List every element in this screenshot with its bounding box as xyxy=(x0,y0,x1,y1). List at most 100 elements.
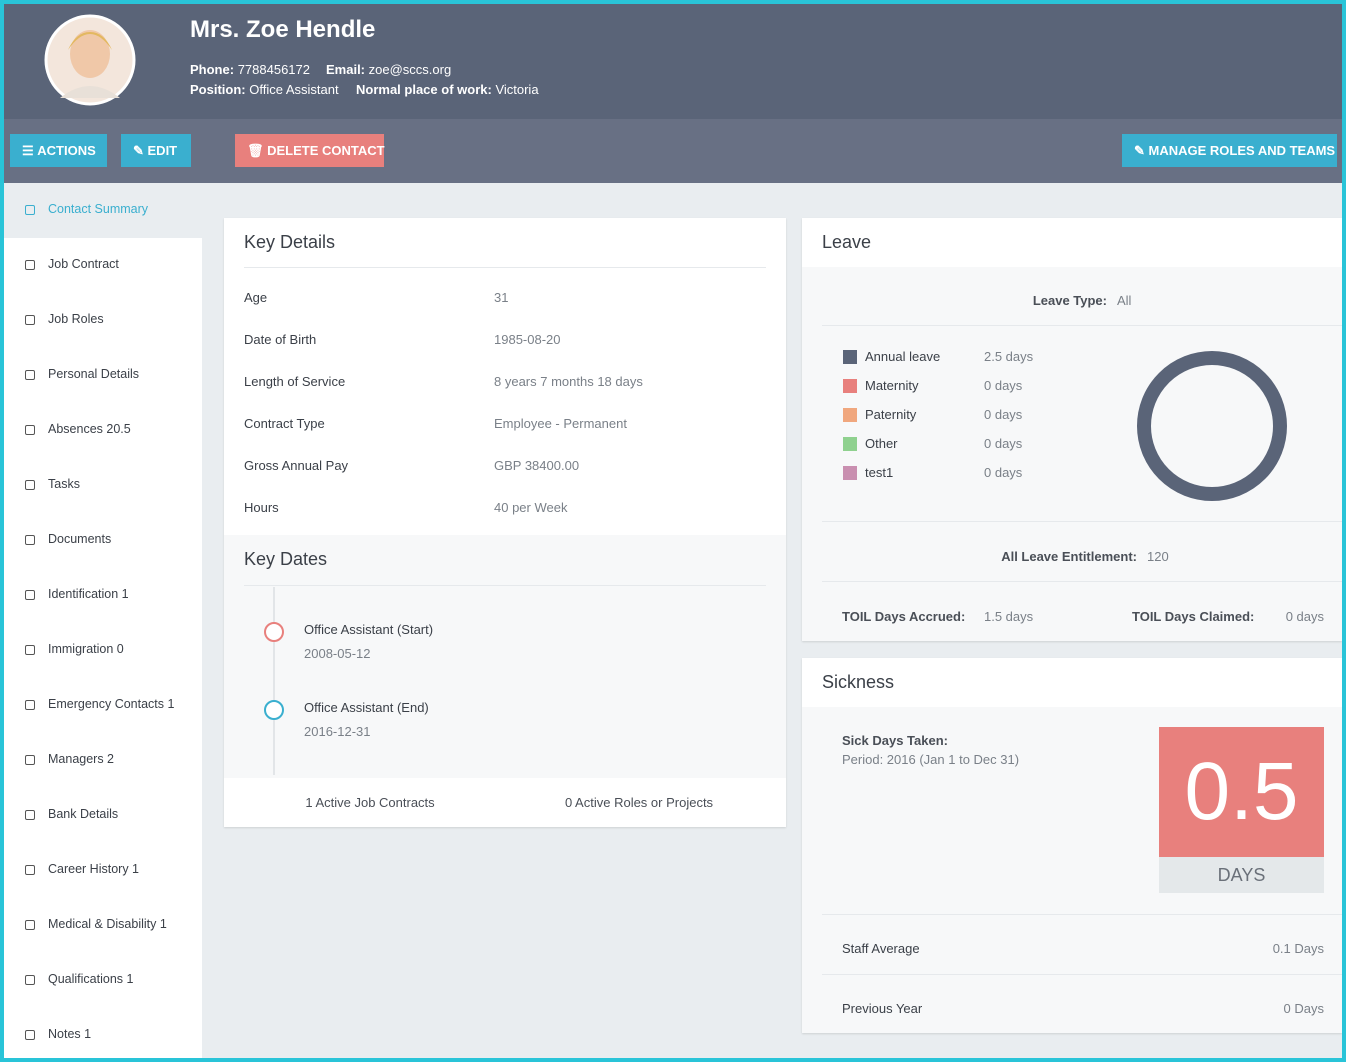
detail-value: 1985-08-20 xyxy=(494,332,561,347)
event-date: 2008-05-12 xyxy=(304,646,371,661)
sidebar-item[interactable]: Absences 20.5 xyxy=(4,403,202,458)
stat-value: 0.1 Days xyxy=(1272,941,1324,956)
sidebar-item[interactable]: Notes 1 xyxy=(4,1008,202,1058)
entitlement-value: 120 xyxy=(1147,549,1169,564)
detail-value: 31 xyxy=(494,290,509,305)
timeline-dot xyxy=(264,622,284,642)
sidebar-label: Personal Details xyxy=(48,367,140,381)
legend-value: 0 days xyxy=(984,407,1023,422)
sidebar-icon xyxy=(25,260,35,270)
sidebar-icon xyxy=(25,865,35,875)
sidebar-item[interactable]: Contact Summary xyxy=(4,183,202,238)
sidebar-icon xyxy=(25,1030,35,1040)
card-title: Key Dates xyxy=(244,549,328,569)
field-label: Normal place of work: xyxy=(356,82,492,97)
sidebar-label: Tasks xyxy=(48,477,80,491)
sidebar-item[interactable]: Tasks xyxy=(4,458,202,513)
sidebar-item[interactable]: Career History 1 xyxy=(4,843,202,898)
toolbar-button[interactable]: ✎ EDIT xyxy=(121,134,191,167)
entitlement-label: All Leave Entitlement: xyxy=(1001,549,1137,564)
sidebar-item[interactable]: Job Contract xyxy=(4,238,202,293)
toil-value: 0 days xyxy=(1285,609,1324,624)
legend-swatch xyxy=(843,379,857,393)
card-title: Leave xyxy=(822,232,872,252)
sidebar-item[interactable]: Emergency Contacts 1 xyxy=(4,678,202,733)
detail-label: Length of Service xyxy=(244,374,346,389)
legend-value: 0 days xyxy=(984,436,1023,451)
toolbar: ☰ ACTIONS ✎ EDIT 🗑 DELETE CONTACT ✎ MANAGE … xyxy=(4,119,1342,183)
toil-label: TOIL Days Accrued: xyxy=(842,609,966,624)
sidebar-icon xyxy=(25,480,35,490)
detail-label: Age xyxy=(244,290,268,305)
event-title: Office Assistant (Start) xyxy=(304,622,434,637)
detail-label: Gross Annual Pay xyxy=(244,458,349,473)
card-title: Sickness xyxy=(822,672,895,692)
sick-days-value: 0.5 xyxy=(1159,727,1324,857)
sidebar-icon xyxy=(25,700,35,710)
sidebar-icon xyxy=(25,535,35,545)
field-value: zoe@sccs.org xyxy=(368,62,452,77)
legend-swatch xyxy=(843,437,857,451)
field: Position: Office Assistant xyxy=(190,82,339,97)
legend-name: Paternity xyxy=(865,407,917,422)
footer-text: 0 Active Roles or Projects xyxy=(564,795,714,810)
sidebar-item[interactable]: Medical & Disability 1 xyxy=(4,898,202,953)
sidebar-label: Contact Summary xyxy=(48,202,149,216)
sick-period: Period: 2016 (Jan 1 to Dec 31) xyxy=(842,752,1020,767)
sickness-card: Sickness Sick Days Taken: Period: 2016 (… xyxy=(802,658,1342,1033)
sidebar-item[interactable]: Bank Details xyxy=(4,788,202,843)
sidebar-icon xyxy=(25,645,35,655)
sidebar-label: Qualifications 1 xyxy=(48,972,134,986)
sidebar-item[interactable]: Personal Details xyxy=(4,348,202,403)
key-details-card: Key Details Age 31 Date of Birth 1985-08-20… xyxy=(224,218,786,827)
sick-days-unit: DAYS xyxy=(1159,857,1324,893)
sidebar-icon xyxy=(25,425,35,435)
sidebar-label: Job Contract xyxy=(48,257,119,271)
detail-value: 8 years 7 months 18 days xyxy=(494,374,643,389)
divider xyxy=(822,974,1342,975)
toolbar-button[interactable]: ✎ MANAGE ROLES AND TEAMS xyxy=(1122,134,1337,167)
donut-segment xyxy=(1137,351,1287,501)
sidebar-item[interactable]: Documents xyxy=(4,513,202,568)
field-label: Phone: xyxy=(190,62,235,77)
button-label: EDIT xyxy=(147,143,178,158)
sidebar-icon xyxy=(25,205,35,215)
button-label: DELETE CONTACT xyxy=(267,143,385,158)
sidebar-item[interactable]: Immigration 0 xyxy=(4,623,202,678)
filter-value: All xyxy=(1117,293,1132,308)
divider xyxy=(822,914,1342,915)
sidebar-item[interactable]: Identification 1 xyxy=(4,568,202,623)
field-value: Office Assistant xyxy=(249,82,339,97)
key-dates-section: Key Dates Office Assistant (Start) 2008-0… xyxy=(224,535,786,778)
sidebar-item[interactable]: Job Roles xyxy=(4,293,202,348)
sidebar-item[interactable]: Managers 2 xyxy=(4,733,202,788)
toil-value: 1.5 days xyxy=(984,609,1034,624)
field: Normal place of work: Victoria xyxy=(356,82,539,97)
timeline-dot xyxy=(264,700,284,720)
sidebar-label: Identification 1 xyxy=(48,587,129,601)
card-title: Key Details xyxy=(244,232,336,252)
sidebar-icon xyxy=(25,810,35,820)
sick-days-label: Sick Days Taken: xyxy=(842,733,948,748)
sidebar-label: Medical & Disability 1 xyxy=(48,917,167,931)
avatar xyxy=(44,14,136,106)
stat-label: Previous Year xyxy=(842,1001,923,1016)
field-label: Email: xyxy=(326,62,366,77)
sidebar-icon xyxy=(25,370,35,380)
legend-name: test1 xyxy=(865,465,894,480)
field: Email: zoe@sccs.org xyxy=(326,62,451,77)
toolbar-button[interactable]: ☰ ACTIONS xyxy=(10,134,107,167)
toolbar-button[interactable]: 🗑 DELETE CONTACT xyxy=(235,134,385,167)
field: Phone: 7788456172 xyxy=(190,62,310,77)
timeline xyxy=(273,587,275,775)
detail-label: Date of Birth xyxy=(244,332,317,347)
legend-value: 0 days xyxy=(984,465,1023,480)
toil-label: TOIL Days Claimed: xyxy=(1132,609,1255,624)
legend-name: Annual leave xyxy=(865,349,941,364)
event-date: 2016-12-31 xyxy=(304,724,371,739)
field-value: 7788456172 xyxy=(237,62,310,77)
sidebar-item[interactable]: Qualifications 1 xyxy=(4,953,202,1008)
sidebar-label: Managers 2 xyxy=(48,752,115,766)
sidebar-label: Documents xyxy=(48,532,112,546)
detail-label: Contract Type xyxy=(244,416,325,431)
